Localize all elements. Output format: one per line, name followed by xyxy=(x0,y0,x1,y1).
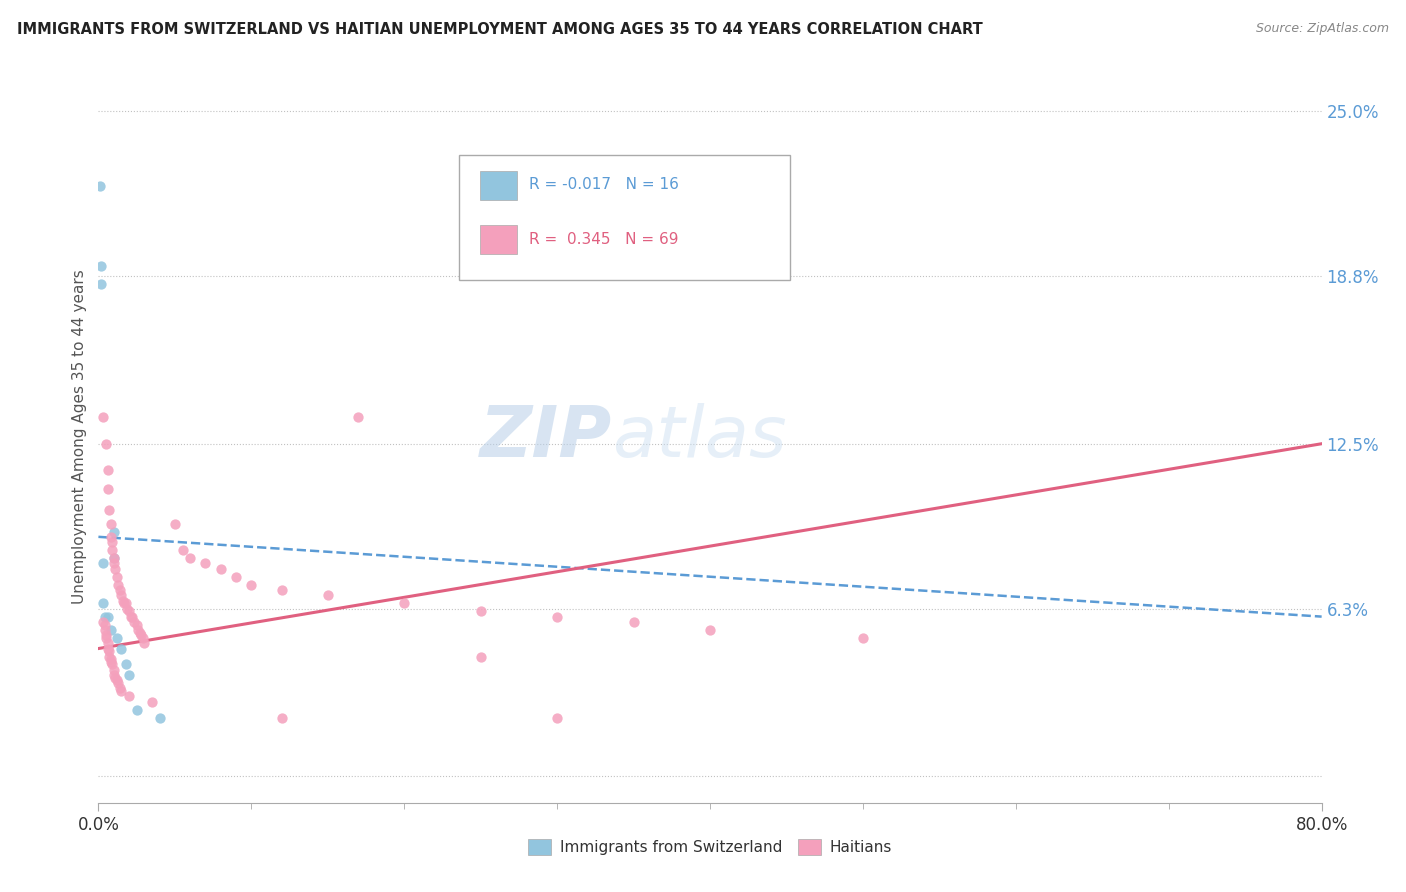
Point xyxy=(89,178,111,193)
Point xyxy=(270,582,292,597)
Point xyxy=(104,562,127,576)
Point xyxy=(209,562,232,576)
Point xyxy=(107,676,129,690)
Point xyxy=(90,259,112,273)
Point xyxy=(118,668,141,682)
Point xyxy=(240,577,263,591)
Point xyxy=(103,551,125,566)
Text: ZIP: ZIP xyxy=(479,402,612,472)
Point xyxy=(97,609,120,624)
Point xyxy=(546,711,568,725)
Point xyxy=(105,631,128,645)
Point xyxy=(93,609,115,624)
Point xyxy=(94,631,117,645)
Point xyxy=(172,543,194,558)
Point xyxy=(105,673,128,688)
Point xyxy=(118,690,141,704)
Point xyxy=(101,535,124,549)
Point xyxy=(94,628,117,642)
Point xyxy=(115,596,138,610)
Point xyxy=(132,631,155,645)
Point xyxy=(91,596,114,610)
Point xyxy=(270,711,292,725)
Point xyxy=(108,681,131,696)
Point xyxy=(94,436,117,450)
Point xyxy=(91,410,114,425)
Point xyxy=(107,577,129,591)
Point xyxy=(100,623,122,637)
Point xyxy=(103,663,125,677)
Point xyxy=(470,649,492,664)
Point xyxy=(110,641,132,656)
Point xyxy=(128,625,150,640)
Point xyxy=(100,530,122,544)
Point xyxy=(91,615,114,629)
Point xyxy=(100,516,122,531)
Point xyxy=(134,636,156,650)
Y-axis label: Unemployment Among Ages 35 to 44 years: Unemployment Among Ages 35 to 44 years xyxy=(72,269,87,605)
Point xyxy=(110,588,132,602)
Point xyxy=(101,543,124,558)
Point xyxy=(118,604,141,618)
Point xyxy=(104,671,127,685)
Point xyxy=(103,668,125,682)
Text: IMMIGRANTS FROM SWITZERLAND VS HAITIAN UNEMPLOYMENT AMONG AGES 35 TO 44 YEARS CO: IMMIGRANTS FROM SWITZERLAND VS HAITIAN U… xyxy=(17,22,983,37)
Point xyxy=(122,615,145,629)
Point xyxy=(100,655,122,669)
Point xyxy=(129,628,152,642)
Point xyxy=(98,644,121,658)
Point xyxy=(699,623,721,637)
Point xyxy=(97,463,120,477)
Point xyxy=(623,615,645,629)
Point xyxy=(141,695,163,709)
Point xyxy=(115,657,138,672)
Text: R =  0.345   N = 69: R = 0.345 N = 69 xyxy=(529,232,679,247)
Point xyxy=(194,557,217,571)
Point xyxy=(103,551,125,566)
Legend: Immigrants from Switzerland, Haitians: Immigrants from Switzerland, Haitians xyxy=(522,833,898,861)
Point xyxy=(105,570,128,584)
Point xyxy=(117,601,139,615)
Text: R = -0.017   N = 16: R = -0.017 N = 16 xyxy=(529,178,679,193)
Point xyxy=(316,588,339,602)
Point xyxy=(103,524,125,539)
Point xyxy=(179,551,201,566)
FancyBboxPatch shape xyxy=(479,225,517,254)
Text: atlas: atlas xyxy=(612,402,787,472)
Point xyxy=(97,641,120,656)
Point xyxy=(98,503,121,517)
Point xyxy=(90,277,112,292)
Point xyxy=(225,570,247,584)
Point xyxy=(97,482,120,496)
Point xyxy=(111,593,134,607)
Point xyxy=(93,623,115,637)
Point xyxy=(392,596,416,610)
Point xyxy=(125,617,148,632)
Point xyxy=(546,609,568,624)
Point xyxy=(100,652,122,666)
Point xyxy=(163,516,186,531)
Point xyxy=(108,582,131,597)
Point xyxy=(149,711,172,725)
Point xyxy=(93,617,115,632)
Text: Source: ZipAtlas.com: Source: ZipAtlas.com xyxy=(1256,22,1389,36)
Point xyxy=(103,557,125,571)
Point xyxy=(120,609,142,624)
Point xyxy=(121,609,143,624)
Point xyxy=(110,684,132,698)
Point xyxy=(101,657,124,672)
Point xyxy=(97,636,120,650)
FancyBboxPatch shape xyxy=(479,171,517,200)
Point xyxy=(91,557,114,571)
Point xyxy=(125,703,148,717)
Point xyxy=(347,410,370,425)
Point xyxy=(112,596,135,610)
FancyBboxPatch shape xyxy=(460,155,790,280)
Point xyxy=(127,623,149,637)
Point xyxy=(852,631,875,645)
Point xyxy=(470,604,492,618)
Point xyxy=(98,649,121,664)
